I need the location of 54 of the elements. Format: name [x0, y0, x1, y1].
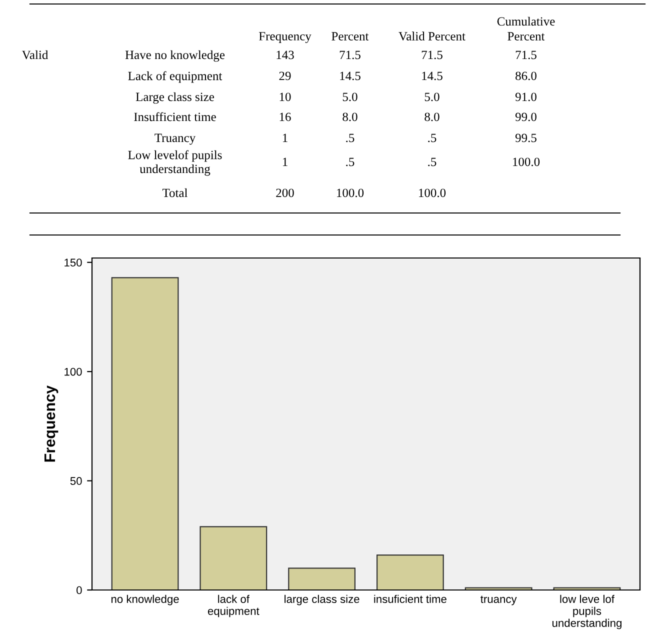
text: 91.0 [515, 92, 536, 102]
bar [111, 277, 179, 590]
bar [200, 526, 268, 590]
text: 16 [280, 112, 291, 122]
text: 5.0 [424, 92, 440, 102]
x-tick-label: lack of equipment [208, 594, 260, 618]
text: 8.0 [342, 112, 358, 122]
x-tick-label: large class size [284, 594, 360, 606]
x-tick-label: truancy [480, 596, 517, 606]
category-label: Valid Percent [398, 32, 466, 41]
category-label: Total [162, 188, 188, 198]
category-label: Lack of equipment [128, 71, 222, 83]
text: 29 [279, 72, 291, 80]
text: 200 [276, 188, 294, 198]
text: 5.0 [342, 92, 358, 102]
category-label: Cumulative Percent [497, 16, 555, 40]
text: 71.5 [516, 50, 536, 60]
text: 8.0 [424, 112, 440, 122]
text: .5 [428, 134, 436, 142]
category-label: Low levelof pupils understanding [128, 150, 222, 176]
y-tick-label: 100 [64, 368, 82, 376]
bar [376, 554, 444, 590]
text: 100.0 [337, 188, 364, 198]
text: 99.0 [515, 112, 536, 122]
text: .5 [428, 158, 436, 166]
category-label: Large class size [136, 92, 214, 104]
text: .5 [346, 134, 354, 142]
text: 100.0 [419, 188, 446, 198]
text: 100.0 [513, 158, 540, 166]
text: Valid [22, 50, 48, 60]
category-label: Truancy [154, 134, 196, 145]
category-label: Insufficient time [134, 112, 216, 122]
text: 1 [282, 158, 288, 166]
x-tick-label: no knowledge [111, 594, 179, 606]
text: 143 [276, 50, 294, 60]
text: 10 [280, 92, 291, 102]
text: 14.5 [340, 72, 360, 80]
text: .5 [346, 158, 354, 166]
text: 99.5 [515, 134, 536, 142]
y-axis-title: Frequency [44, 385, 58, 462]
bar [288, 568, 356, 590]
x-tick-label: insuficient time [374, 594, 446, 604]
category-label: Have no knowledge [125, 50, 225, 62]
category-label: Percent [332, 32, 369, 40]
text: 71.5 [422, 50, 442, 60]
text: 1 [282, 134, 288, 142]
y-tick-label: 0 [76, 586, 82, 594]
y-tick-label: 50 [70, 477, 82, 485]
text: 14.5 [422, 72, 442, 80]
text: 71.5 [340, 50, 360, 60]
x-tick-label: low leve lof pupils understanding [552, 594, 622, 630]
y-tick-label: 150 [64, 258, 82, 267]
text: 86.0 [516, 72, 536, 80]
category-label: Frequency [258, 32, 312, 43]
